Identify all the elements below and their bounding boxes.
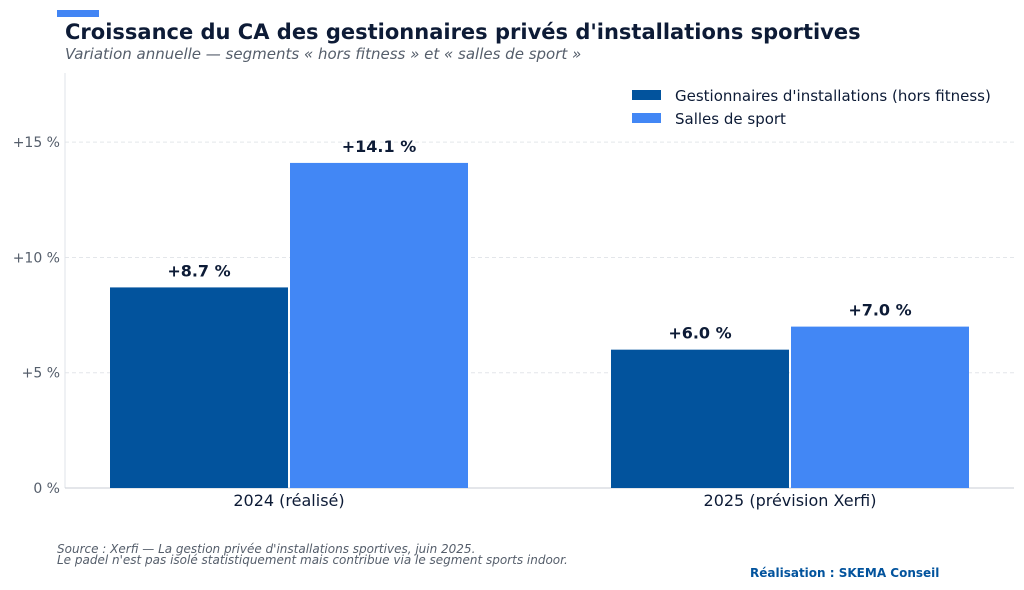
y-tick-label: 0 % bbox=[33, 481, 60, 497]
legend-label: Gestionnaires d'installations (hors fitn… bbox=[675, 87, 991, 105]
legend-swatch bbox=[632, 113, 661, 123]
bar bbox=[290, 162, 468, 488]
source-note: Source : Xerfi — La gestion privée d'ins… bbox=[57, 542, 476, 556]
legend-swatch bbox=[632, 90, 661, 100]
bar bbox=[110, 287, 288, 488]
bar-value-label: +6.0 % bbox=[668, 324, 731, 343]
y-tick-label: +15 % bbox=[13, 135, 60, 151]
chart-subtitle: Variation annuelle — segments « hors fit… bbox=[65, 45, 582, 63]
bar-value-label: +14.1 % bbox=[342, 137, 416, 156]
credit-text: Réalisation : SKEMA Conseil bbox=[750, 566, 940, 580]
y-tick-label: +10 % bbox=[13, 250, 60, 266]
legend-label: Salles de sport bbox=[675, 110, 786, 128]
padel-note: Le padel n'est pas isolé statistiquement… bbox=[57, 553, 568, 567]
bar-value-label: +8.7 % bbox=[167, 261, 230, 280]
x-category-label: 2025 (prévision Xerfi) bbox=[704, 491, 877, 510]
chart-title: Croissance du CA des gestionnaires privé… bbox=[65, 20, 861, 44]
x-category-label: 2024 (réalisé) bbox=[233, 491, 344, 510]
bar-value-label: +7.0 % bbox=[848, 301, 911, 320]
bar bbox=[791, 326, 969, 488]
y-tick-label: +5 % bbox=[22, 366, 60, 382]
title-accent-bar bbox=[57, 10, 99, 17]
bar bbox=[611, 349, 789, 488]
